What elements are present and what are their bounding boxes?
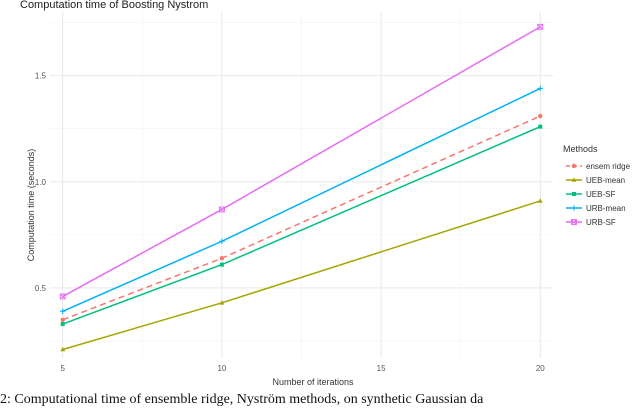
legend-label: UEB-mean	[586, 176, 625, 185]
series-lines	[59, 23, 544, 352]
y-tick-label: 0.5	[35, 284, 47, 293]
y-axis-label: Computation time (seconds)	[26, 149, 36, 262]
legend-label: ensem ridge	[586, 162, 631, 171]
legend-key-marker	[572, 192, 576, 196]
data-point	[538, 113, 543, 119]
chart-title: Computation time of Boosting Nystrom	[20, 0, 208, 11]
data-point	[60, 317, 65, 322]
x-axis-label: Number of iterations	[272, 377, 354, 387]
data-point	[219, 238, 225, 245]
line-chart: Computation time of Boosting Nystrom 5 10…	[20, 0, 631, 387]
legend-label: URB-mean	[586, 204, 626, 213]
y-tick-label: 1.0	[35, 178, 47, 187]
y-ticks: 0.5 1.0 1.5	[35, 72, 47, 293]
data-point	[59, 293, 66, 300]
x-tick-label: 20	[536, 364, 545, 373]
y-tick-label: 1.5	[35, 72, 47, 81]
legend-title: Methods	[563, 144, 598, 154]
data-point	[219, 256, 225, 261]
legend: ensem ridge UEB-mean UEB-SF URB-mean URB-SF	[566, 162, 631, 227]
legend-label: UEB-SF	[586, 190, 615, 199]
data-point	[538, 124, 543, 129]
data-point	[60, 346, 66, 352]
data-point	[537, 85, 544, 92]
legend-label: URB-SF	[586, 218, 616, 227]
grid	[50, 12, 553, 358]
data-point	[60, 322, 65, 327]
legend-key-marker	[571, 219, 577, 225]
x-tick-label: 15	[377, 364, 386, 373]
legend-key-marker	[571, 205, 577, 211]
data-point	[218, 206, 225, 213]
data-point	[537, 198, 543, 203]
x-tick-label: 5	[61, 364, 66, 373]
legend-key-marker	[571, 163, 577, 169]
legend-key-marker	[571, 177, 577, 182]
data-point	[219, 300, 225, 305]
x-ticks: 5 10 15 20	[61, 364, 546, 373]
data-point	[59, 308, 66, 315]
figure-caption: 2: Computational time of ensemble ridge,…	[0, 392, 484, 407]
data-point	[537, 23, 544, 30]
x-tick-label: 10	[217, 364, 226, 373]
data-point	[219, 262, 224, 267]
